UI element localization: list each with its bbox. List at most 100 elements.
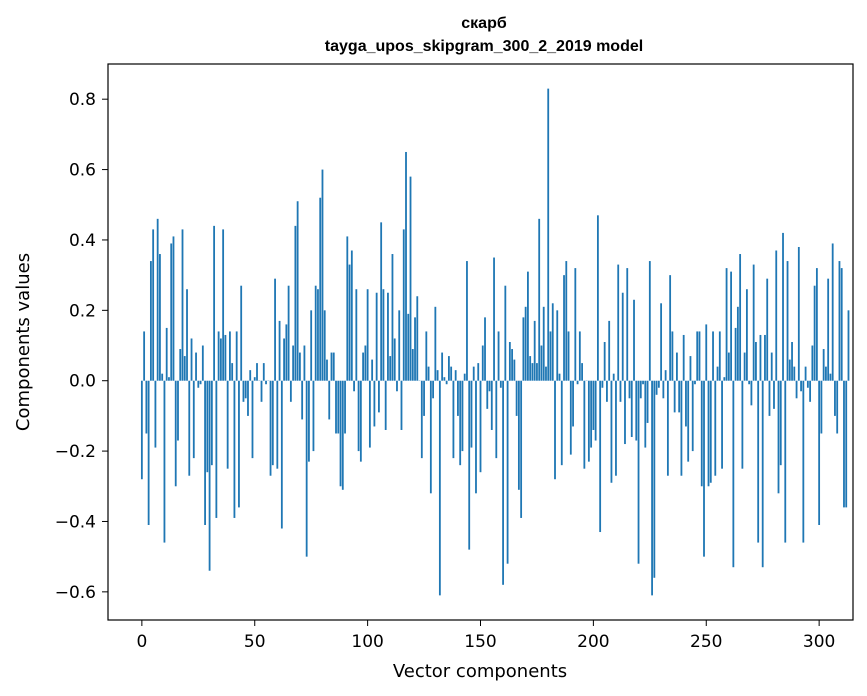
bar (152, 229, 155, 381)
bar (303, 345, 306, 381)
bar (766, 278, 769, 381)
bar (242, 380, 245, 402)
bar (504, 285, 507, 381)
bar (199, 380, 202, 385)
bar (434, 306, 437, 381)
chart-title: скарб (461, 15, 507, 32)
y-axis-ticks: −0.6 −0.4 −0.2 0.0 0.2 0.4 0.6 0.8 (55, 90, 108, 603)
bar (569, 380, 572, 455)
bar (757, 380, 760, 543)
chart-subtitle: tayga_upos_skipgram_300_2_2019 model (325, 38, 643, 55)
bar (317, 289, 319, 381)
bar (350, 250, 353, 381)
bar (547, 88, 550, 381)
bar (256, 363, 258, 381)
bar (183, 356, 186, 381)
bar (734, 327, 737, 381)
bar (271, 380, 274, 466)
bar (443, 377, 446, 381)
bar (549, 331, 552, 381)
bar (773, 380, 775, 409)
bar (691, 380, 694, 452)
bar (400, 380, 403, 430)
bar (540, 345, 543, 381)
bar (779, 380, 782, 466)
bar (432, 380, 434, 399)
bar (603, 342, 606, 381)
bar (736, 306, 739, 381)
bar (341, 380, 344, 490)
bar (800, 380, 802, 392)
bar (149, 261, 152, 381)
bar (716, 366, 719, 381)
bar (201, 345, 204, 381)
bar (610, 380, 613, 483)
bar (217, 331, 220, 381)
bar (235, 331, 238, 381)
bar (346, 236, 349, 381)
bar (723, 377, 726, 381)
bar (493, 257, 495, 381)
bar (761, 380, 764, 568)
bar (759, 334, 762, 381)
bar (834, 380, 836, 416)
bar (709, 380, 712, 483)
bar (655, 380, 658, 395)
bar (642, 380, 644, 385)
bar (809, 380, 812, 402)
bar (574, 268, 577, 381)
bar (396, 380, 398, 392)
bar (274, 278, 276, 381)
bar (436, 370, 439, 381)
bar (472, 366, 475, 381)
bar (143, 331, 146, 381)
bar (475, 380, 477, 494)
bar (531, 363, 534, 381)
bar (502, 380, 504, 585)
bar (745, 289, 748, 381)
bar (836, 380, 839, 434)
bar (477, 363, 480, 381)
bar (845, 380, 848, 508)
bar (529, 356, 532, 381)
bar (646, 380, 649, 423)
bar (490, 380, 493, 430)
bar (567, 331, 570, 381)
x-tick-label: 50 (244, 632, 266, 652)
bar (714, 380, 717, 476)
bar (265, 380, 267, 385)
bar (626, 268, 629, 381)
bar (843, 380, 845, 508)
bar (578, 331, 581, 381)
bar (337, 380, 340, 434)
bar (219, 338, 222, 381)
bar (725, 268, 728, 381)
bar (289, 380, 292, 402)
bar (764, 334, 766, 381)
bar (140, 380, 143, 480)
x-tick-label: 150 (464, 632, 496, 652)
bar (414, 317, 416, 381)
bar (687, 380, 690, 462)
bar (612, 373, 615, 381)
bar (628, 380, 631, 399)
y-tick-label: 0.8 (69, 90, 96, 110)
bar (445, 380, 448, 385)
bar (416, 296, 419, 381)
bar (285, 324, 288, 381)
bar (224, 334, 227, 381)
bar (545, 366, 547, 381)
bar (827, 278, 830, 381)
bar (321, 169, 324, 381)
bar (335, 380, 337, 434)
x-axis-ticks: 0 50 100 150 200 250 300 (136, 620, 835, 652)
bar (355, 289, 358, 381)
bar (594, 380, 597, 441)
bar (296, 201, 299, 381)
bar (565, 261, 568, 381)
bar (644, 380, 647, 448)
bar (441, 352, 444, 381)
bar (637, 380, 640, 564)
